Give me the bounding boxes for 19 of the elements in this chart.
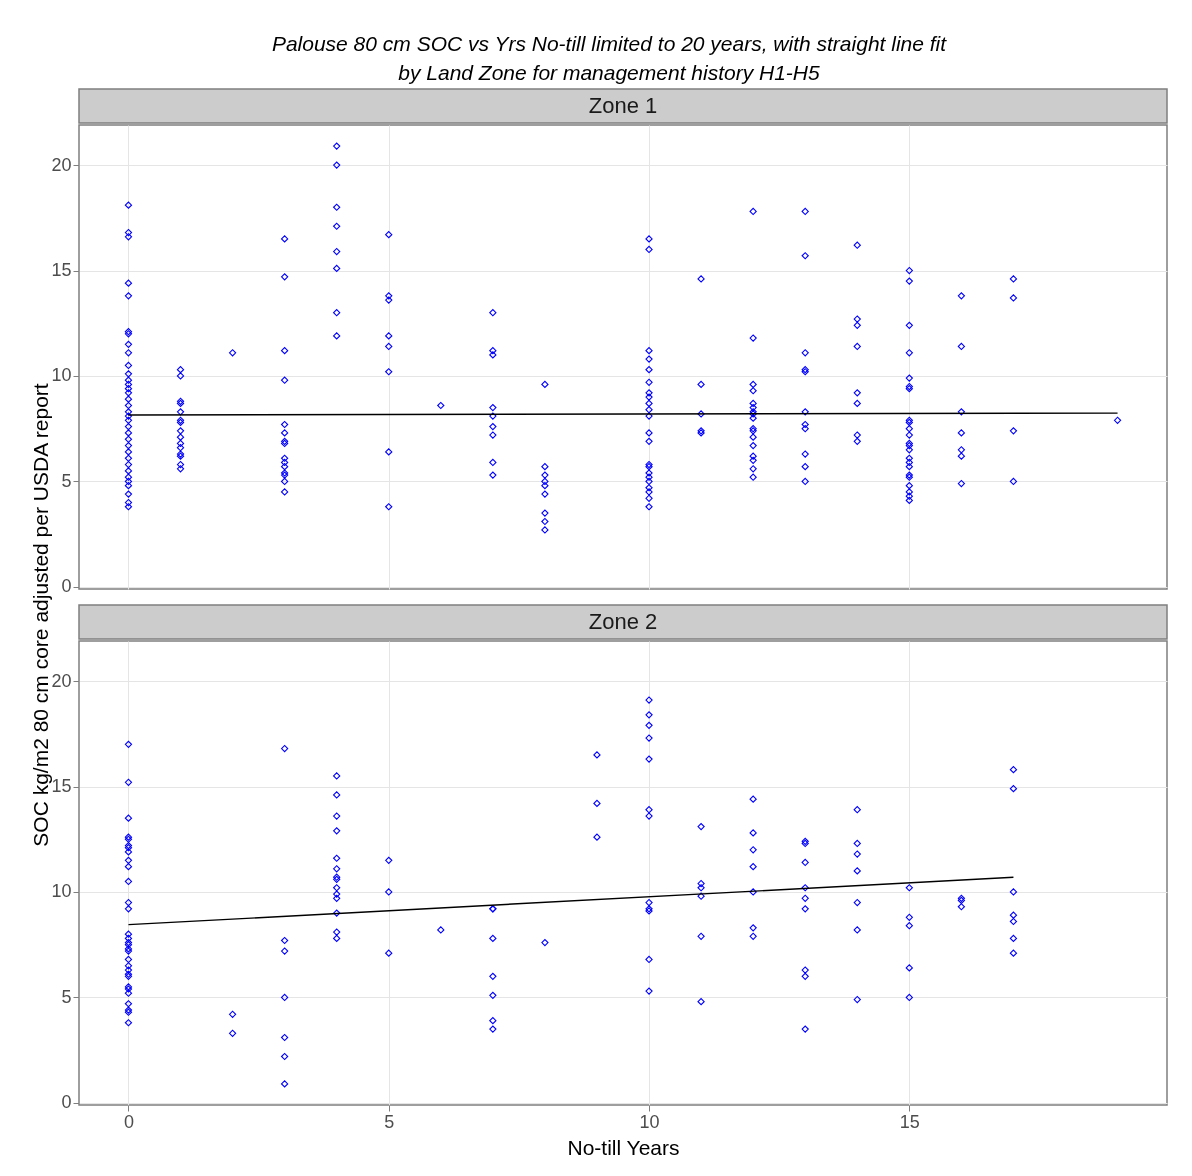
chart-title: Palouse 80 cm SOC vs Yrs No-till limited to 20 years, with straight line fit by Land Zone for management history H1-H5 — [271, 32, 948, 85]
y-tick-label: 0 — [61, 1092, 72, 1113]
x-axis-title: No-till Years — [567, 1135, 680, 1159]
y-axis-title: SOC kg/m2 80 cm core adjusted per USDA report — [29, 383, 52, 847]
y-tick-label: 5 — [61, 470, 72, 491]
y-tick-label: 20 — [51, 154, 72, 175]
y-tick-label: 10 — [51, 881, 72, 902]
chart-subtitle: Zone 2 — [588, 609, 658, 634]
y-tick-label: 0 — [61, 576, 72, 597]
x-tick-label: 5 — [384, 1111, 395, 1132]
y-tick-label: 20 — [51, 670, 72, 691]
y-tick-label: 15 — [51, 260, 72, 281]
x-tick-label: 0 — [123, 1111, 134, 1132]
y-tick-label: 10 — [51, 365, 72, 386]
x-tick-label: 15 — [899, 1111, 920, 1132]
chart-subtitle: Zone 1 — [588, 93, 658, 118]
y-tick-label: 5 — [61, 986, 72, 1007]
x-tick-label: 10 — [639, 1111, 660, 1132]
y-tick-label: 15 — [51, 776, 72, 797]
